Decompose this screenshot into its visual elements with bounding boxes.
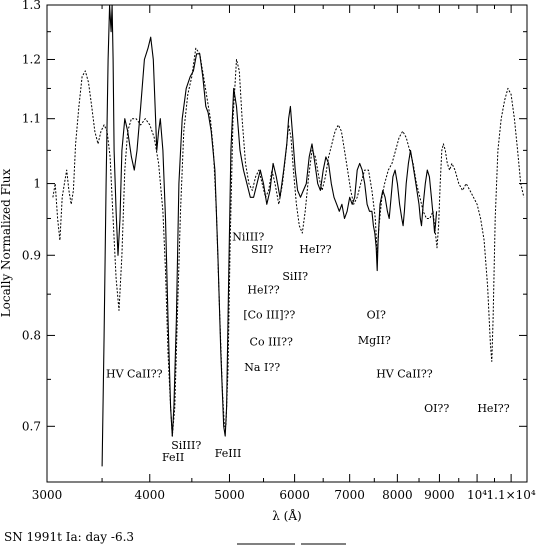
x-tick-label-4: 7000	[334, 488, 365, 502]
ion-label-2: FeII	[162, 451, 184, 464]
x-axis-title: λ (Å)	[272, 508, 301, 523]
ion-label-11: Co III??	[250, 336, 293, 349]
ion-label-8: HeI??	[247, 283, 279, 296]
ion-label-14: HV CaII??	[376, 368, 433, 381]
y-tick-label-5: 1.2	[22, 52, 41, 66]
plot-frame	[46, 4, 528, 483]
series-layer	[52, 4, 525, 467]
chart-caption: SN 1991t Ia: day -6.3	[4, 530, 134, 544]
x-tick-label-1: 4000	[134, 488, 165, 502]
ion-label-0: HV CaII??	[106, 368, 163, 381]
ion-label-16: HeI??	[477, 402, 509, 415]
axis-ticks: 3000 4000 5000 6000 7000 8000 9000 10⁴ 1.1×10⁴ 0.…	[22, 0, 536, 502]
x-tick-label-7: 10⁴	[467, 488, 487, 502]
y-tick-label-4: 1.1	[22, 112, 41, 126]
ion-label-5: SII?	[251, 243, 273, 256]
ion-label-15: OI??	[424, 402, 449, 415]
ion-label-4: NiIII?	[232, 230, 264, 243]
y-tick-label-3: 1	[33, 177, 41, 191]
y-axis-title: Locally Normalized Flux	[0, 168, 13, 317]
x-tick-label-0: 3000	[32, 488, 63, 502]
y-tick-label-2: 0.9	[22, 248, 41, 262]
x-tick-label-5: 8000	[382, 488, 413, 502]
ion-label-1: SiIII?	[171, 439, 201, 452]
ion-label-3: FeIII	[215, 447, 242, 460]
ion-label-10: OI?	[367, 309, 386, 322]
ion-label-12: MgII?	[358, 334, 391, 347]
x-tick-label-6: 9000	[424, 488, 455, 502]
y-tick-label-6: 1.3	[22, 0, 41, 12]
ion-label-9: [Co III]??	[243, 309, 295, 322]
ion-label-6: HeI??	[299, 243, 331, 256]
ion-label-7: SiII?	[282, 270, 308, 283]
x-tick-label-3: 6000	[279, 488, 310, 502]
series-dotted-line	[52, 47, 525, 437]
x-tick-label-8: 1.1×10⁴	[487, 488, 536, 502]
ion-label-13: Na I??	[244, 361, 280, 374]
x-tick-label-2: 5000	[214, 488, 245, 502]
series-solid-line	[101, 4, 438, 467]
y-tick-label-0: 0.7	[22, 419, 41, 433]
y-tick-label-1: 0.8	[22, 328, 41, 342]
